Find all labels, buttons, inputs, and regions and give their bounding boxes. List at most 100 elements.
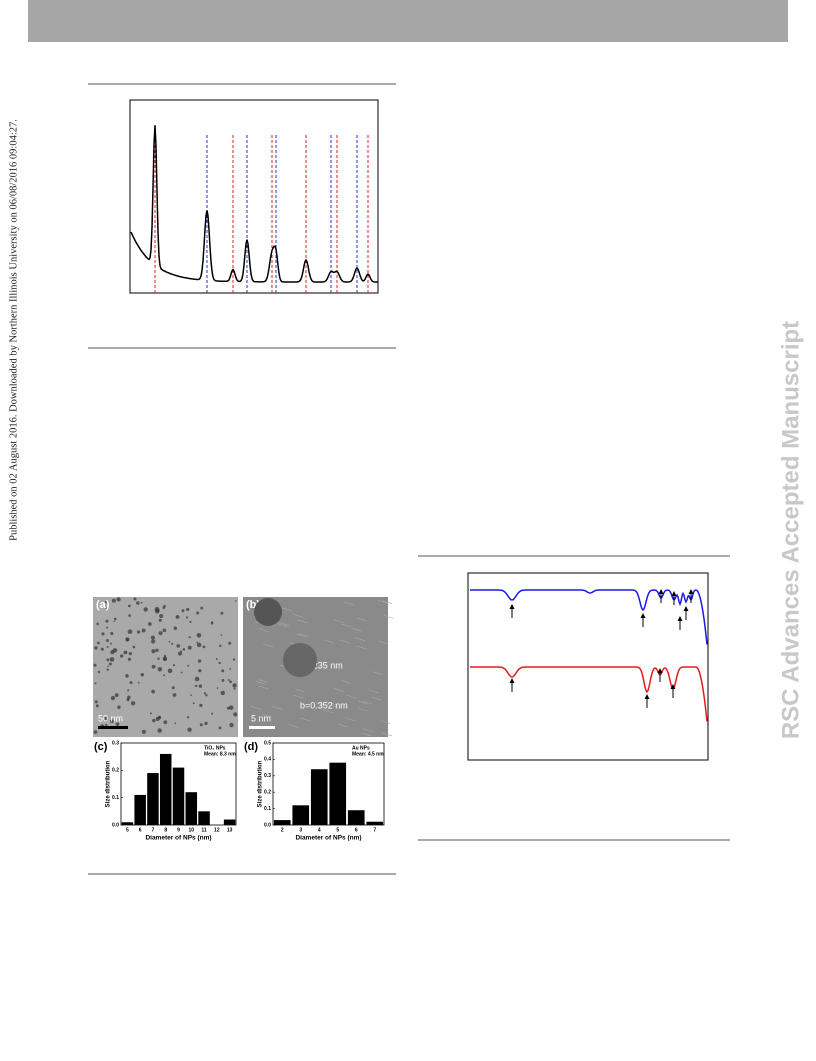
lattice-fringe [361,700,373,705]
arrow-head [509,604,515,609]
particle [203,692,207,695]
lattice-fringe [341,623,352,628]
particle [106,626,109,629]
particle [197,659,202,663]
x-tick-label: 4 [318,827,321,833]
particle [194,676,200,682]
particle [180,650,182,653]
particle [173,626,178,631]
particle [108,662,112,666]
x-axis-label: Diameter of NPs (nm) [295,835,361,842]
x-axis-label: Diameter of NPs (nm) [145,835,211,842]
arrow-head [640,613,646,618]
particle [140,672,145,677]
particle [93,663,97,667]
bar [134,794,146,825]
particle [187,664,190,667]
particle [186,716,190,719]
particle [106,668,109,671]
particle [127,657,132,661]
particle [186,607,190,612]
bar [273,820,291,825]
lattice-fringe [276,623,288,627]
particle [175,614,180,619]
arrow-head [677,616,683,621]
particle [100,647,104,651]
lattice-fringe [344,717,355,722]
particle [136,630,141,634]
legend: Mean: 8.3 nm [204,751,236,757]
particle [196,641,199,644]
x-tick-label: 7 [152,827,155,833]
bar [292,805,310,825]
particle [109,657,115,662]
watermark: RSC Advances Accepted Manuscript [777,321,804,739]
particle [158,715,161,718]
particle [229,668,232,670]
lattice-fringe [293,694,304,699]
lattice-fringe [297,619,309,624]
particle [220,634,223,636]
particle [128,604,131,608]
particle [94,700,98,704]
lattice-fringe [358,707,369,712]
x-tick-label: 11 [201,827,207,833]
particle [94,682,97,685]
lattice-fringe [250,706,262,710]
particle [210,621,214,625]
lattice-fringe [323,639,334,644]
particle [93,730,98,734]
particle [218,661,221,665]
lattice-fringe [377,640,388,645]
lattice-fringe [381,732,392,737]
particle [127,689,130,692]
particle [141,628,146,633]
lattice-fringe [292,613,303,618]
x-tick-label: 12 [214,827,220,833]
y-axis-label: Size distribution [258,760,264,807]
lattice-fringe [281,607,293,612]
lattice-fringe [300,717,311,722]
ftir-trace [470,589,708,645]
particle [220,611,224,615]
y-tick-label: 0.2 [112,768,119,774]
x-tick-label: 3 [299,827,302,833]
particle [232,658,236,661]
particle [127,629,133,635]
particle [176,644,181,648]
particle [141,729,147,735]
particle [178,651,183,656]
particle [196,611,200,615]
particle [187,727,192,732]
rules [88,83,730,875]
y-tick-label: 0.1 [112,795,119,801]
particle [105,607,108,610]
lattice-fringe [258,685,269,690]
particle [119,654,124,658]
legend: TiO₂ NPs [204,745,226,751]
nanoparticle [283,643,317,677]
panel-label: (c) [94,741,108,753]
lattice-fringe [354,637,366,641]
lattice-fringe [315,702,326,706]
particle [105,619,109,623]
lattice-fringe [362,728,373,733]
particle [163,720,168,725]
particle [182,648,186,651]
lattice-fringe [351,627,362,632]
lattice-fringe [323,709,334,714]
particle [147,622,152,626]
particle [104,716,108,721]
particle [205,694,208,697]
particle [163,674,166,677]
ftir-trace [470,666,708,722]
bar [329,762,347,825]
ftir-frame [467,572,709,761]
particle [168,640,171,643]
particle [229,722,234,728]
particle [151,689,155,694]
particle [198,684,203,688]
y-tick-label: 0.0 [264,822,271,828]
arrow-head [671,591,677,596]
